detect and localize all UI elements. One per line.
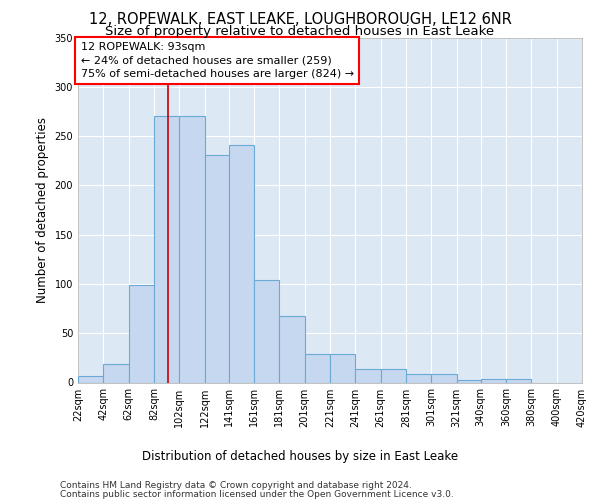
Bar — [78, 376, 103, 382]
Y-axis label: Number of detached properties: Number of detached properties — [36, 117, 49, 303]
Bar — [254, 280, 280, 382]
Bar — [380, 368, 406, 382]
Bar — [406, 374, 431, 382]
Bar — [205, 155, 229, 382]
Bar — [481, 378, 506, 382]
Bar — [229, 145, 254, 382]
Text: 12 ROPEWALK: 93sqm
← 24% of detached houses are smaller (259)
75% of semi-detach: 12 ROPEWALK: 93sqm ← 24% of detached hou… — [80, 42, 353, 79]
Text: Contains HM Land Registry data © Crown copyright and database right 2024.: Contains HM Land Registry data © Crown c… — [60, 481, 412, 490]
Text: 12, ROPEWALK, EAST LEAKE, LOUGHBOROUGH, LE12 6NR: 12, ROPEWALK, EAST LEAKE, LOUGHBOROUGH, … — [89, 12, 511, 28]
Text: Contains public sector information licensed under the Open Government Licence v3: Contains public sector information licen… — [60, 490, 454, 499]
Bar — [582, 380, 600, 382]
Bar — [506, 378, 532, 382]
Bar — [280, 316, 305, 382]
Text: Distribution of detached houses by size in East Leake: Distribution of detached houses by size … — [142, 450, 458, 463]
Bar — [154, 116, 179, 382]
Bar — [431, 374, 457, 382]
Bar — [103, 364, 128, 382]
Bar — [355, 368, 380, 382]
Bar — [305, 354, 330, 382]
Bar — [128, 285, 154, 382]
Bar — [179, 116, 205, 382]
Bar — [330, 354, 355, 382]
Bar — [457, 380, 481, 382]
Text: Size of property relative to detached houses in East Leake: Size of property relative to detached ho… — [106, 25, 494, 38]
